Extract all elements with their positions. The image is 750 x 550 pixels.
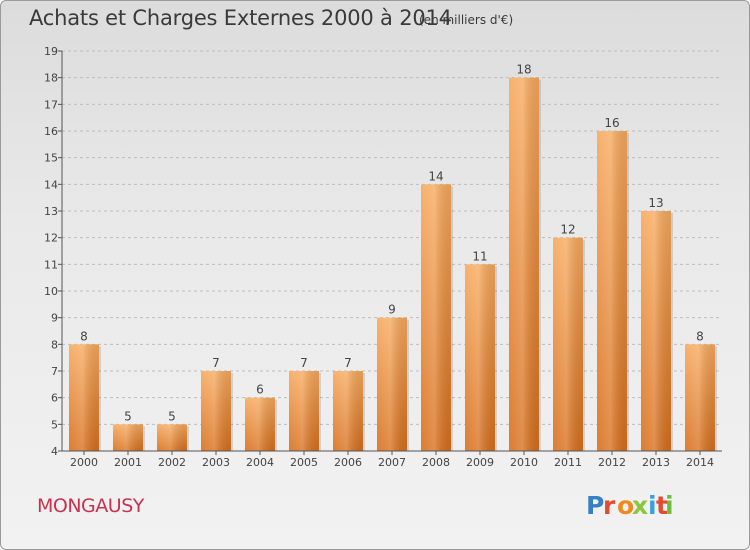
logo-letter: o [617, 491, 634, 520]
commune-name: MONGAUSY [37, 495, 144, 517]
bar-highlight [553, 237, 583, 451]
bar-highlight [113, 424, 143, 451]
bar-value-label: 9 [388, 303, 396, 317]
y-tick-label: 13 [44, 205, 58, 218]
bar-highlight [597, 131, 627, 451]
y-tick-label: 12 [44, 232, 58, 245]
bar-highlight [157, 424, 187, 451]
y-tick-label: 10 [44, 285, 58, 298]
logo-letter: i [648, 491, 657, 520]
y-tick-label: 14 [44, 178, 58, 191]
x-tick-label: 2001 [114, 456, 142, 469]
logo-letter: t [656, 491, 668, 520]
proxiti-logo: Pr ox i ti [586, 491, 674, 520]
y-tick-label: 11 [44, 258, 58, 271]
bars: 8 5 5 7 6 7 7 9 14 11 18 12 16 13 8 [69, 63, 717, 452]
bar-value-label: 6 [256, 383, 264, 397]
x-tick-label: 2014 [686, 456, 714, 469]
x-tick-label: 2011 [554, 456, 582, 469]
bar-value-label: 12 [560, 223, 575, 237]
chart-subtitle: (en milliers d'€) [419, 13, 514, 27]
x-tick-label: 2012 [598, 456, 626, 469]
bar-value-label: 7 [344, 356, 352, 370]
y-tick-label: 7 [51, 365, 58, 378]
y-tick-label: 9 [51, 312, 58, 325]
x-tick-label: 2000 [70, 456, 98, 469]
x-tick-label: 2007 [378, 456, 406, 469]
axes: 4 5 6 7 8 9 10 11 12 13 14 15 16 17 18 19 2000 2001 2002 20… [44, 45, 722, 469]
x-tick-label: 2009 [466, 456, 494, 469]
bar-value-label: 5 [124, 409, 132, 423]
y-tick-label: 18 [44, 72, 58, 85]
bar-value-label: 16 [604, 116, 619, 130]
bar-value-label: 8 [80, 329, 88, 343]
bar-value-label: 18 [516, 63, 531, 77]
y-tick-label: 6 [51, 392, 58, 405]
y-tick-label: 15 [44, 152, 58, 165]
x-tick-label: 2004 [246, 456, 274, 469]
y-tick-label: 19 [44, 45, 58, 58]
bar-highlight [465, 264, 495, 451]
bar-highlight [69, 344, 99, 451]
x-tick-label: 2006 [334, 456, 362, 469]
x-tick-label: 2010 [510, 456, 538, 469]
bar-value-label: 7 [300, 356, 308, 370]
bar-value-label: 5 [168, 409, 176, 423]
x-tick-label: 2005 [290, 456, 318, 469]
x-tick-label: 2013 [642, 456, 670, 469]
x-tick-label: 2003 [202, 456, 230, 469]
bar-highlight [377, 317, 407, 451]
bar-value-label: 13 [648, 196, 663, 210]
y-tick-label: 8 [51, 338, 58, 351]
bar-highlight [333, 371, 363, 451]
bar-value-label: 11 [472, 249, 487, 263]
bar-value-label: 14 [428, 169, 443, 183]
bar-highlight [685, 344, 715, 451]
bar-highlight [509, 77, 539, 452]
bar-highlight [641, 211, 671, 451]
y-tick-label: 17 [44, 98, 58, 111]
bar-highlight [201, 371, 231, 451]
bar-value-label: 8 [696, 329, 704, 343]
y-tick-label: 16 [44, 125, 58, 138]
bar-value-label: 7 [212, 356, 220, 370]
logo-letter: r [603, 491, 616, 520]
logo-letter: x [632, 491, 648, 520]
y-tick-label: 5 [51, 418, 58, 431]
logo-letter: i [665, 491, 674, 520]
logo-letter: P [586, 491, 604, 520]
y-tick-label: 4 [51, 445, 58, 458]
bar-highlight [245, 397, 275, 451]
chart-title: Achats et Charges Externes 2000 à 2014 [29, 6, 452, 30]
x-tick-label: 2002 [158, 456, 186, 469]
x-tick-label: 2008 [422, 456, 450, 469]
bar-highlight [289, 371, 319, 451]
bar-highlight [421, 184, 451, 452]
